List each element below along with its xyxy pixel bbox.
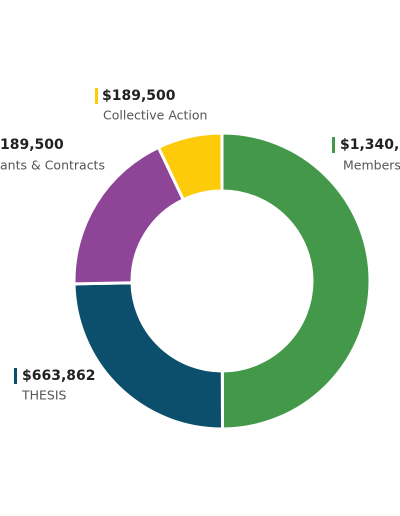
category-label: ants & Contracts bbox=[0, 158, 105, 173]
donut-slice bbox=[72, 281, 225, 431]
value-label: $663,862 bbox=[22, 368, 96, 384]
category-label: Members bbox=[343, 158, 400, 173]
value-label: $1,340,0 bbox=[340, 137, 400, 153]
legend-marker bbox=[332, 137, 335, 153]
legend-marker bbox=[14, 368, 17, 384]
value-label: 189,500 bbox=[0, 137, 64, 153]
category-label: Collective Action bbox=[103, 108, 207, 123]
donut-slice bbox=[220, 131, 372, 431]
value-label: $189,500 bbox=[102, 88, 176, 104]
category-label: THESIS bbox=[21, 388, 67, 403]
legend-marker bbox=[95, 88, 98, 104]
donut-slice bbox=[156, 131, 224, 202]
